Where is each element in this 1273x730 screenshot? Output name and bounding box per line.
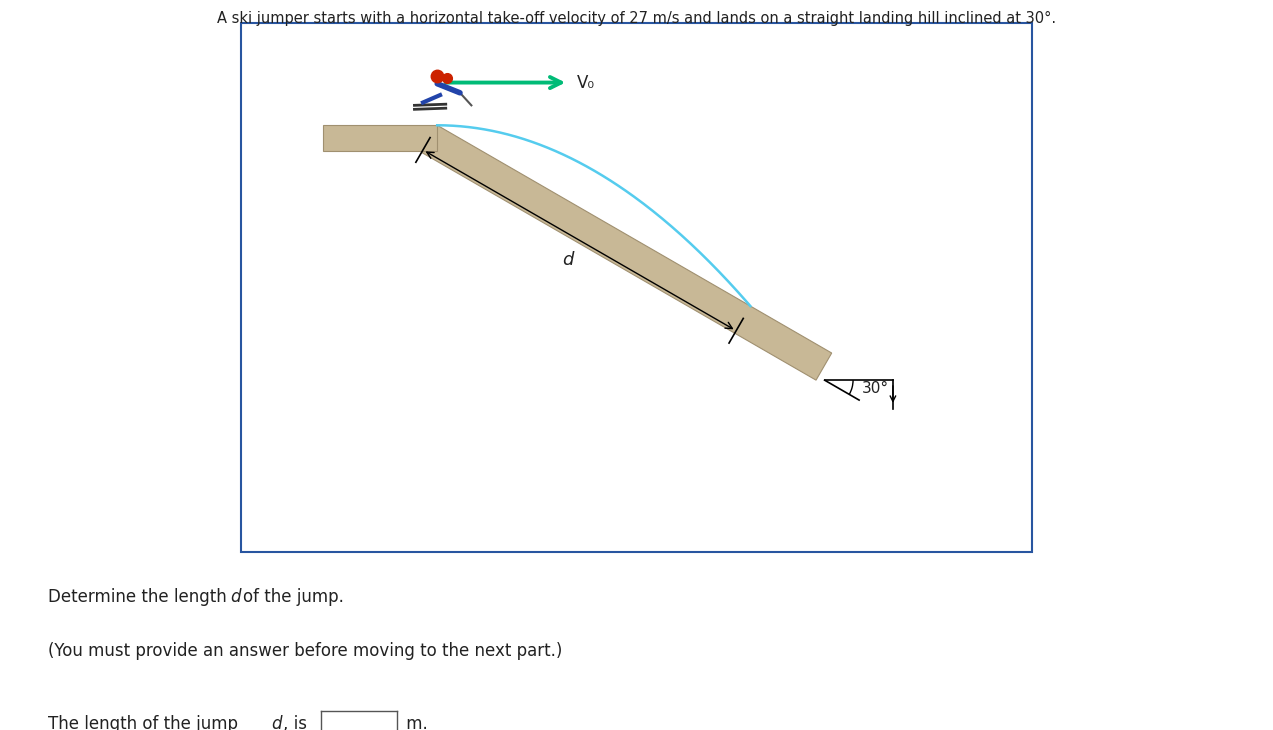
Text: d: d [230,588,241,606]
Text: d: d [563,251,574,269]
Text: V₀: V₀ [577,74,594,91]
Text: , is: , is [283,715,307,730]
Text: A ski jumper starts with a horizontal take-off velocity of 27 m/s and lands on a: A ski jumper starts with a horizontal ta… [216,11,1057,26]
Text: m.: m. [401,715,428,730]
Text: of the jump.: of the jump. [243,588,344,606]
Polygon shape [421,126,831,380]
Text: Determine the length: Determine the length [48,588,233,606]
Text: 30°: 30° [862,380,889,396]
Text: The length of the jump: The length of the jump [48,715,243,730]
Polygon shape [323,126,437,151]
Text: d: d [271,715,281,730]
Text: (You must provide an answer before moving to the next part.): (You must provide an answer before movin… [48,642,563,661]
